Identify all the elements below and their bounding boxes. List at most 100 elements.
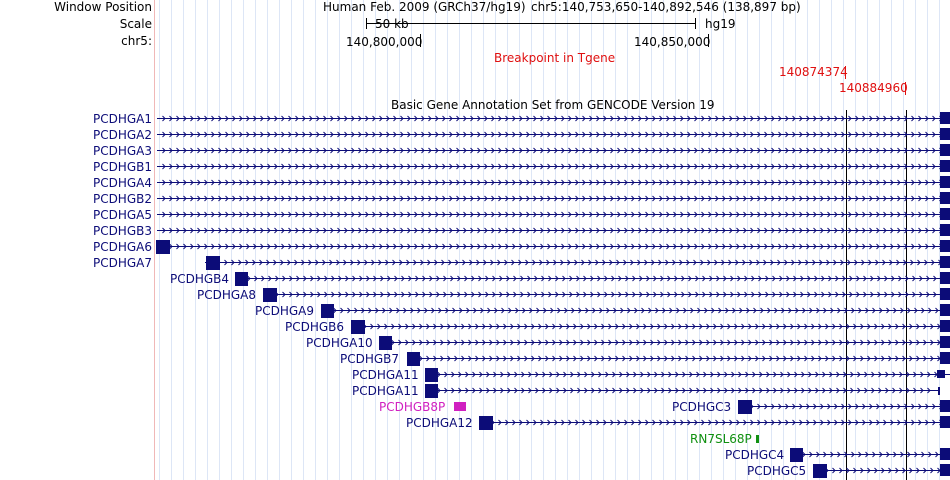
gene-pcdhgb7-strand-arrow: [587, 355, 591, 362]
gene-pcdhgb2-strand-arrow: [260, 195, 264, 202]
gene-pcdhgb7-strand-arrow: [713, 355, 717, 362]
gene-label-pcdhgb4[interactable]: PCDHGB4: [170, 272, 230, 286]
gene-pcdhga4-strand-arrow: [463, 179, 467, 186]
gene-label-pcdhgc4[interactable]: PCDHGC4: [725, 448, 785, 462]
gene-pcdhga8-strand-arrow: [506, 291, 510, 298]
gene-pcdhga11-b-strand-arrow: [500, 387, 504, 394]
gene-pcdhgb2-exon-right: [940, 192, 950, 204]
gene-label-pcdhga5[interactable]: PCDHGA5: [92, 208, 152, 222]
gene-pcdhga12-strand-arrow: [813, 419, 817, 426]
gene-pcdhga10-strand-arrow: [475, 339, 479, 346]
gene-pcdhgc3-strand-arrow: [932, 403, 936, 410]
gene-pcdhga5-strand-arrow: [645, 211, 649, 218]
gene-pcdhgb4-strand-arrow: [618, 275, 622, 282]
gene-pcdhga3-strand-arrow: [764, 147, 768, 154]
tracks-canvas: [156, 0, 950, 480]
track-area[interactable]: Human Feb. 2009 (GRCh37/hg19) chr5:140,7…: [155, 0, 950, 480]
gene-pcdhga11-b-strand-arrow: [710, 387, 714, 394]
gene-pcdhga3-strand-arrow: [351, 147, 355, 154]
gene-pcdhga11-b-strand-arrow: [864, 387, 868, 394]
gene-label-pcdhgb8p[interactable]: PCDHGB8P: [379, 400, 446, 414]
gene-pcdhgb3-strand-arrow: [848, 227, 852, 234]
gene-label-pcdhga8[interactable]: PCDHGA8: [197, 288, 257, 302]
gene-label-pcdhga11-a[interactable]: PCDHGA11: [352, 368, 419, 382]
gene-pcdhga8-strand-arrow: [541, 291, 545, 298]
gene-pcdhga5-strand-arrow: [841, 211, 845, 218]
gene-pcdhga8-strand-arrow: [779, 291, 783, 298]
gene-label-pcdhga4[interactable]: PCDHGA4: [92, 176, 152, 190]
gene-pcdhga7-strand-arrow: [721, 259, 725, 266]
gene-pcdhga6-strand-arrow: [435, 243, 439, 250]
gene-label-pcdhgc5[interactable]: PCDHGC5: [747, 464, 807, 478]
gene-label-pcdhga10[interactable]: PCDHGA10: [306, 336, 373, 350]
gene-pcdhga8-strand-arrow: [478, 291, 482, 298]
gene-pcdhga6-strand-arrow: [204, 243, 208, 250]
gene-pcdhga8-strand-arrow: [751, 291, 755, 298]
gene-pcdhga11-b-strand-arrow: [661, 387, 665, 394]
gene-pcdhga12-strand-arrow: [568, 419, 572, 426]
gene-pcdhga8-strand-arrow: [499, 291, 503, 298]
gene-pcdhga10-strand-arrow: [846, 339, 850, 346]
gene-pcdhga1-strand-arrow: [197, 115, 201, 122]
gene-pcdhga4-strand-arrow: [764, 179, 768, 186]
gene-pcdhgb7-strand-arrow: [426, 355, 430, 362]
gene-pcdhga11-a-strand-arrow: [605, 371, 609, 378]
gene-pcdhgb7-strand-arrow: [895, 355, 899, 362]
gene-pcdhga11-a-strand-arrow: [479, 371, 483, 378]
gene-pcdhga8-exon: [263, 288, 277, 302]
gene-pcdhga2-strand-arrow: [386, 131, 390, 138]
gene-pcdhga3-strand-arrow: [736, 147, 740, 154]
gene-label-pcdhga9[interactable]: PCDHGA9: [255, 304, 315, 318]
gene-pcdhga12-strand-arrow: [526, 419, 530, 426]
gene-label-pcdhgc3[interactable]: PCDHGC3: [672, 400, 732, 414]
gene-pcdhga7-strand-arrow: [469, 259, 473, 266]
gene-pcdhgb6-strand-arrow: [664, 323, 668, 330]
gene-pcdhgb3-strand-arrow: [764, 227, 768, 234]
gene-pcdhga6-strand-arrow: [631, 243, 635, 250]
gene-label-pcdhga12[interactable]: PCDHGA12: [406, 416, 473, 430]
gene-pcdhgb2-strand-arrow: [337, 195, 341, 202]
gene-pcdhga4-strand-arrow: [288, 179, 292, 186]
gene-pcdhga1-strand-arrow: [337, 115, 341, 122]
gene-label-rn7sl68p[interactable]: RN7SL68P: [690, 432, 752, 446]
gene-label-pcdhga6[interactable]: PCDHGA6: [92, 240, 152, 254]
gene-pcdhgb2-strand-arrow: [253, 195, 257, 202]
breakpoint-marker-label-2[interactable]: 140884960: [839, 81, 908, 95]
gene-label-pcdhgb3[interactable]: PCDHGB3: [92, 224, 152, 238]
gene-pcdhgb2-strand-arrow: [463, 195, 467, 202]
gene-label-pcdhgb6[interactable]: PCDHGB6: [285, 320, 345, 334]
gene-pcdhgc3-strand-arrow: [918, 403, 922, 410]
gene-pcdhga10-strand-arrow: [468, 339, 472, 346]
gene-pcdhga1-strand-arrow: [316, 115, 320, 122]
gene-pcdhga2-strand-arrow: [351, 131, 355, 138]
gene-pcdhga6-strand-arrow: [309, 243, 313, 250]
gene-pcdhga10-strand-arrow: [461, 339, 465, 346]
gene-pcdhga4-strand-arrow: [526, 179, 530, 186]
gene-pcdhga8-strand-arrow: [646, 291, 650, 298]
gene-label-pcdhga7[interactable]: PCDHGA7: [92, 256, 152, 270]
gene-pcdhga9-strand-arrow: [641, 307, 645, 314]
gene-pcdhgb6-strand-arrow: [692, 323, 696, 330]
gene-pcdhga3-strand-arrow: [666, 147, 670, 154]
gene-label-pcdhga2[interactable]: PCDHGA2: [92, 128, 152, 142]
gene-pcdhgc3-strand-arrow: [799, 403, 803, 410]
gene-label-pcdhga1[interactable]: PCDHGA1: [92, 112, 152, 126]
gene-pcdhga9-strand-arrow: [844, 307, 848, 314]
gene-pcdhga6-strand-arrow: [295, 243, 299, 250]
gene-pcdhga3-strand-arrow: [694, 147, 698, 154]
gene-pcdhgb4-strand-arrow: [555, 275, 559, 282]
gene-label-pcdhga11-b[interactable]: PCDHGA11: [352, 384, 419, 398]
gene-label-pcdhga3[interactable]: PCDHGA3: [92, 144, 152, 158]
gene-pcdhgc4-strand-arrow: [928, 451, 932, 458]
gene-pcdhgb3-strand-arrow: [295, 227, 299, 234]
gene-pcdhgb4-strand-arrow: [450, 275, 454, 282]
gene-label-pcdhgb2[interactable]: PCDHGB2: [92, 192, 152, 206]
gene-label-pcdhgb7[interactable]: PCDHGB7: [340, 352, 400, 366]
breakpoint-marker-label-1[interactable]: 140874374: [779, 65, 848, 79]
gene-label-pcdhgb1[interactable]: PCDHGB1: [92, 160, 152, 174]
gene-pcdhga4-strand-arrow: [575, 179, 579, 186]
gene-pcdhga11-b-strand-arrow: [899, 387, 903, 394]
gene-pcdhga6-strand-arrow: [932, 243, 936, 250]
gene-pcdhgb1-strand-arrow: [435, 163, 439, 170]
